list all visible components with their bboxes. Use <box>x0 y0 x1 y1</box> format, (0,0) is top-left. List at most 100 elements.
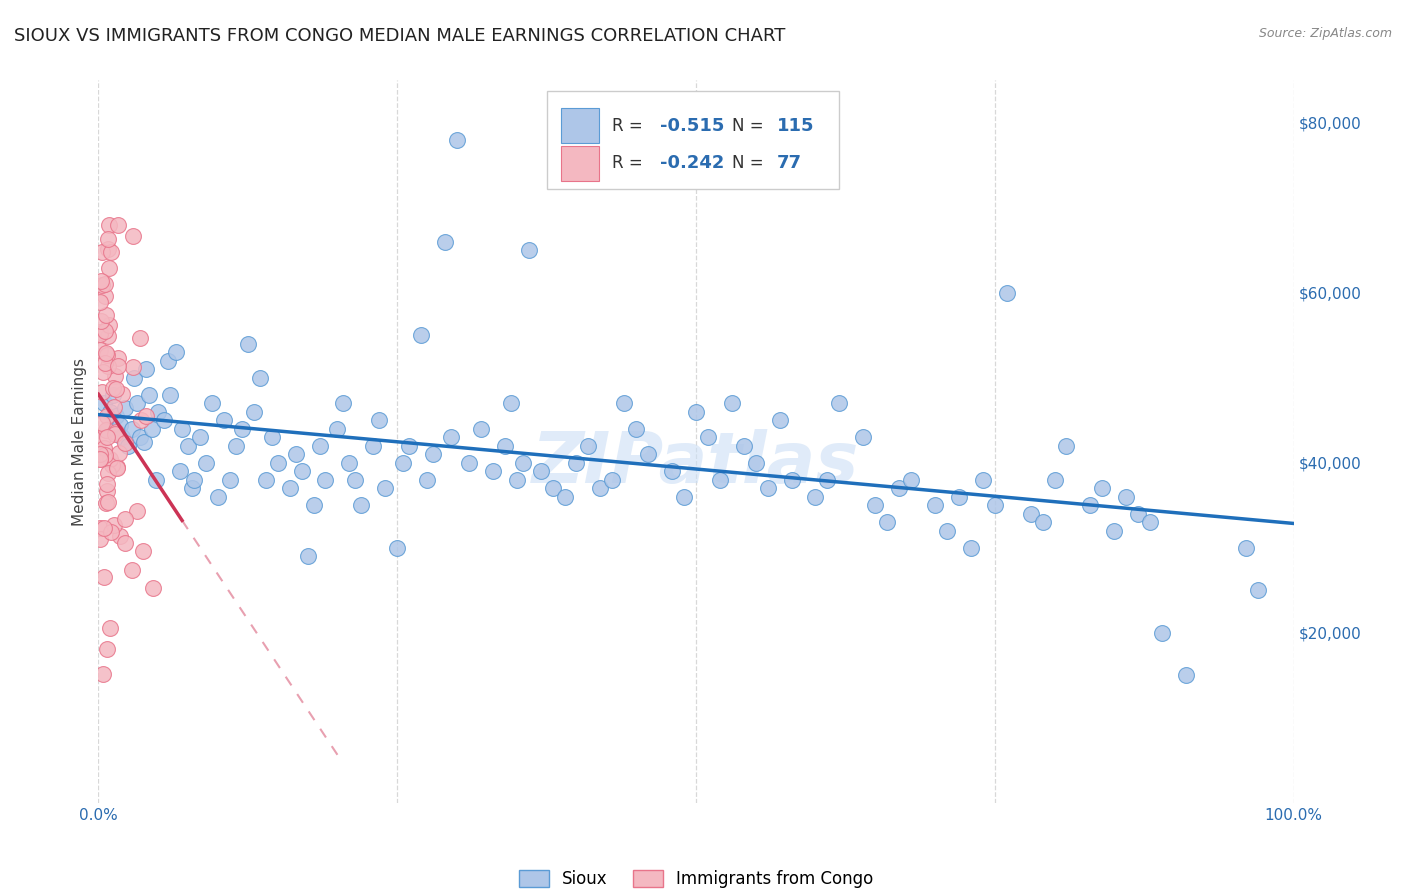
Point <box>97 467 120 481</box>
Point <box>1043 473 1066 487</box>
Point <box>434 235 457 249</box>
Point <box>94 289 117 303</box>
Point <box>398 439 420 453</box>
Point <box>177 439 200 453</box>
Point <box>499 396 522 410</box>
Point <box>100 524 122 539</box>
Point <box>91 278 114 293</box>
Point <box>93 570 115 584</box>
Point <box>93 396 115 410</box>
Point <box>104 427 127 442</box>
Point <box>96 476 118 491</box>
Point <box>422 447 444 461</box>
Point <box>201 396 224 410</box>
Point <box>97 422 120 436</box>
Point <box>89 532 111 546</box>
Point <box>578 439 600 453</box>
Point <box>98 621 121 635</box>
Point <box>284 447 307 461</box>
Point <box>98 260 121 275</box>
Point <box>195 456 218 470</box>
Point <box>1115 490 1137 504</box>
Point <box>350 498 373 512</box>
Point <box>93 441 115 455</box>
Point <box>1019 507 1042 521</box>
Point <box>94 324 117 338</box>
Point <box>530 464 553 478</box>
Point <box>96 409 118 423</box>
Point <box>446 133 468 147</box>
Point <box>90 274 112 288</box>
Point <box>411 328 433 343</box>
Point <box>125 504 148 518</box>
Point <box>506 473 529 487</box>
Point <box>565 456 588 470</box>
Point <box>121 229 143 244</box>
Point <box>481 464 505 478</box>
Point <box>291 464 314 478</box>
Point <box>212 413 235 427</box>
Point <box>363 439 385 453</box>
Point <box>89 325 111 339</box>
Point <box>852 430 875 444</box>
Point <box>125 396 148 410</box>
Point <box>107 359 129 374</box>
Point <box>89 451 111 466</box>
Point <box>188 430 211 444</box>
Point <box>91 416 114 430</box>
Point <box>108 529 131 543</box>
Point <box>107 351 129 366</box>
Point <box>96 641 118 656</box>
Point <box>124 371 146 385</box>
Point <box>225 439 247 453</box>
FancyBboxPatch shape <box>547 91 839 189</box>
Point <box>105 459 128 474</box>
Point <box>960 541 983 555</box>
Point <box>121 422 143 436</box>
Point <box>374 481 396 495</box>
Point <box>142 581 165 595</box>
Point <box>114 436 136 450</box>
Bar <box>561 146 599 181</box>
Point <box>924 498 946 512</box>
Point <box>972 473 994 487</box>
Point <box>103 401 125 415</box>
Point <box>865 498 887 512</box>
Point <box>101 388 124 402</box>
Point <box>637 447 659 461</box>
Point <box>98 218 121 232</box>
Point <box>94 277 117 292</box>
Point <box>267 456 290 470</box>
Point <box>93 356 115 370</box>
Point <box>105 409 128 423</box>
Point <box>278 481 301 495</box>
Point <box>709 473 731 487</box>
Text: Source: ZipAtlas.com: Source: ZipAtlas.com <box>1258 27 1392 40</box>
Point <box>108 417 131 432</box>
Point <box>815 473 838 487</box>
Point <box>1032 516 1054 530</box>
Point <box>94 308 117 322</box>
Point <box>780 473 803 487</box>
Point <box>745 456 768 470</box>
Point <box>90 384 112 399</box>
Point <box>900 473 922 487</box>
Point <box>91 431 114 445</box>
Point <box>440 430 463 444</box>
Point <box>828 396 851 410</box>
Point <box>108 446 131 460</box>
Point <box>121 563 143 577</box>
Point <box>97 359 120 373</box>
Point <box>145 473 167 487</box>
Point <box>90 313 112 327</box>
Point <box>89 343 111 357</box>
Point <box>236 336 259 351</box>
Point <box>89 447 111 461</box>
Point <box>339 456 361 470</box>
Point <box>541 481 564 495</box>
Point <box>97 242 120 256</box>
Point <box>876 516 898 530</box>
Point <box>1080 498 1102 512</box>
Point <box>111 430 134 444</box>
Point <box>589 481 612 495</box>
